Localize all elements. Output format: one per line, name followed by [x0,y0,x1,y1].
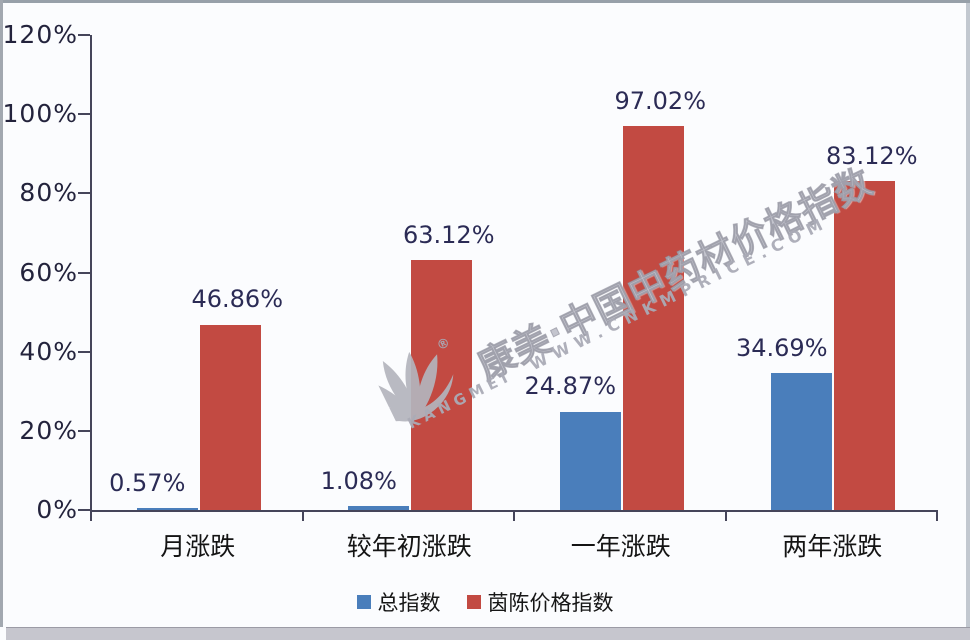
x-axis-tick [724,512,727,521]
x-axis-category-label: 一年涨跌 [570,532,671,561]
bar-value-label: 34.69% [735,333,828,362]
legend: 总指数 茵陈价格指数 [0,587,970,617]
x-axis-tick [936,512,938,521]
bar-茵陈价格指数-月涨跌 [199,324,261,510]
y-axis-tick [78,192,90,195]
bar-茵陈价格指数-一年涨跌 [622,125,684,510]
y-axis-labels: 0% 20% 40% 60% 80% 100% 120% [0,0,78,540]
legend-label: 总指数 [377,591,441,615]
y-axis-tick-label: 80% [19,178,78,208]
window-border-top [0,0,970,3]
x-axis-tick [513,512,515,521]
x-axis-category-labels: 月涨跌 较年初涨跌 一年涨跌 两年涨跌 [92,527,938,561]
y-axis-tick [78,509,90,511]
y-axis-tick-label: 0% [36,495,78,524]
x-axis-category-label: 较年初涨跌 [346,532,472,561]
bar-value-label: 24.87% [524,372,616,401]
x-axis-line [90,510,938,512]
window-border-right [966,3,970,627]
y-axis-tick [78,113,90,116]
window-border-left [0,0,3,627]
bar-总指数-月涨跌 [136,507,198,510]
y-axis-tick-label: 20% [19,415,78,445]
y-axis-tick-label: 100% [2,99,78,129]
bar-value-label: 83.12% [825,141,918,170]
bar-value-label: 46.86% [191,285,283,314]
y-axis-line [90,35,92,510]
y-axis-tick [78,429,90,432]
y-axis-tick-label: 60% [19,257,78,287]
bar-总指数-两年涨跌 [771,372,833,510]
bar-茵陈价格指数-两年涨跌 [834,180,896,510]
legend-label: 茵陈价格指数 [487,591,614,615]
x-axis-category-label: 两年涨跌 [782,532,883,561]
y-axis-tick [78,350,90,353]
bar-总指数-较年初涨跌 [348,505,410,510]
y-axis-tick [78,34,90,36]
legend-item: 茵陈价格指数 [466,587,614,617]
bar-value-label: 0.57% [109,468,186,497]
bar-总指数-一年涨跌 [559,411,621,510]
x-axis-category-label: 月涨跌 [160,532,236,561]
x-axis-tick [90,512,92,521]
y-axis-tick [78,271,90,274]
bar-value-label: 63.12% [402,220,495,249]
y-axis-tick-label: 120% [2,20,78,49]
window-bottom-bar [6,627,970,640]
x-axis-tick [301,512,304,521]
y-axis-tick-label: 40% [19,336,78,366]
legend-item: 总指数 [356,587,441,617]
bar-value-label: 1.08% [320,466,397,495]
plot-area: 0.57% 1.08% 24.87% 34.69% 46.86% 63.12% 97.02%… [78,34,938,521]
legend-swatch [466,595,481,609]
legend-swatch [356,595,371,609]
bar-value-label: 97.02% [614,86,706,115]
